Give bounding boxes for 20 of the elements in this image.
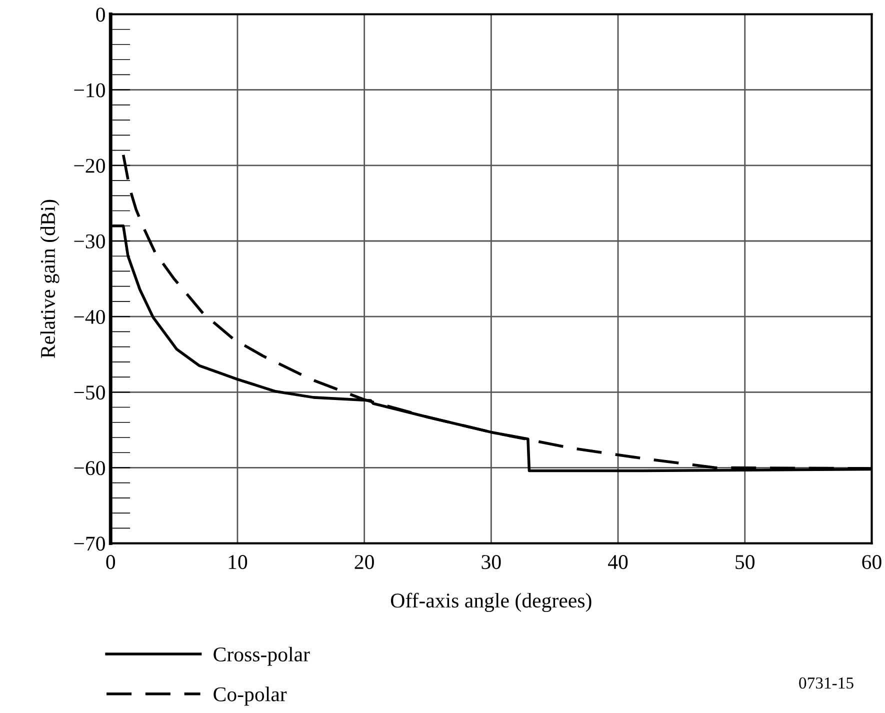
text: 0731-15 (799, 677, 854, 689)
x-tick-label: 30 (482, 555, 501, 570)
y-tick-label: −40 (74, 310, 105, 324)
y-tick-label: −50 (74, 386, 105, 400)
y-tick-label: −70 (74, 536, 105, 551)
x-axis-title: Off-axis angle (degrees) (390, 592, 592, 612)
y-tick-label: 0 (96, 8, 105, 22)
x-tick-label: 50 (736, 555, 754, 570)
x-tick-label: 20 (354, 555, 374, 570)
x-tick-label: 40 (608, 555, 628, 570)
y-tick-label: −30 (74, 234, 105, 248)
legend-label: Co-polar (214, 686, 287, 706)
y-tick-label: −20 (74, 158, 105, 173)
y-tick-label: −60 (74, 461, 105, 476)
x-tick-label: 60 (862, 555, 882, 570)
y-tick-label: −10 (74, 83, 105, 98)
x-tick-label: 0 (106, 555, 116, 570)
y-axis-title: Relative gain (dBi) (40, 200, 60, 358)
x-tick-label: 10 (228, 555, 248, 570)
legend-label: Cross-polar (214, 646, 310, 666)
